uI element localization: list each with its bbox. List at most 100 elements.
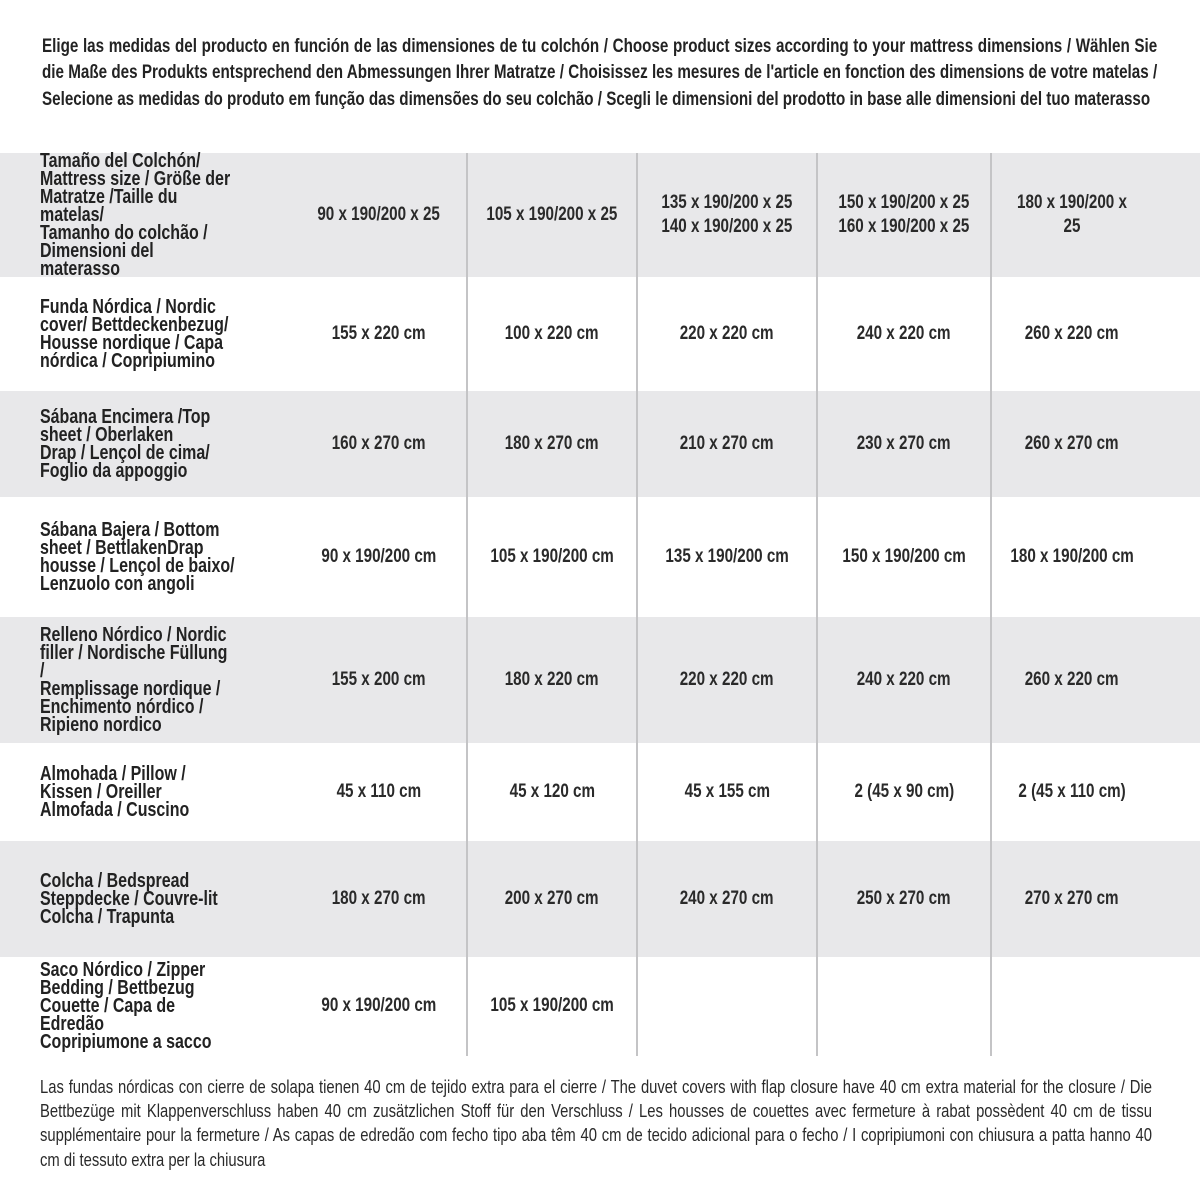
table-row-nordic-filler: Relleno Nórdico / Nordic filler / Nordis… [0,617,1200,743]
size-value: 180 x 270 cm [331,888,426,909]
size-cell: 180 x 190/200 x 25 [991,153,1153,277]
size-value: 150 x 190/200 x 25 160 x 190/200 x 25 [838,192,970,237]
size-cell: 180 x 270 cm [290,841,467,957]
size-cell: 45 x 155 cm [637,743,817,841]
size-value: 45 x 120 cm [509,781,595,802]
column-divider [990,153,992,1056]
size-value: 155 x 200 cm [331,669,426,690]
table-row-bottom-sheet: Sábana Bajera / Bottom sheet / Bettlaken… [0,497,1200,617]
size-cell: 105 x 190/200 cm [467,957,637,1055]
size-value: 135 x 190/200 x 25 140 x 190/200 x 25 [661,192,793,237]
row-label-cell: Almohada / Pillow / Kissen / Oreiller Al… [0,743,290,841]
row-label: Almohada / Pillow / Kissen / Oreiller Al… [40,762,190,821]
size-cell: 90 x 190/200 cm [290,497,467,617]
size-value: 90 x 190/200 x 25 [317,204,440,225]
size-cell: 150 x 190/200 cm [817,497,991,617]
size-cell: 270 x 270 cm [991,841,1153,957]
size-cell: 250 x 270 cm [817,841,991,957]
size-cell: 240 x 220 cm [817,617,991,743]
intro-text: Elige las medidas del producto en funció… [42,36,1158,110]
row-label-cell: Tamaño del Colchón/ Mattress size / Größ… [0,149,290,280]
size-value: 2 (45 x 90 cm) [854,781,954,802]
row-label: Saco Nórdico / Zipper Bedding / Bettbezu… [40,958,212,1053]
size-cell [817,957,991,1055]
size-cell: 260 x 220 cm [991,277,1153,391]
row-label-cell: Colcha / Bedspread Steppdecke / Couvre-l… [0,841,290,957]
size-table: Tamaño del Colchón/ Mattress size / Größ… [0,149,1200,1055]
table-row-mattress-size: Tamaño del Colchón/ Mattress size / Größ… [0,149,1200,280]
size-value: 260 x 220 cm [1025,669,1119,690]
size-cell: 2 (45 x 110 cm) [991,743,1153,841]
size-cell: 160 x 270 cm [290,391,467,497]
size-cell: 180 x 190/200 cm [991,497,1153,617]
size-value: 270 x 270 cm [1025,888,1119,909]
size-value: 240 x 220 cm [857,323,951,344]
column-divider [466,153,468,1056]
size-value: 200 x 270 cm [505,888,599,909]
size-cell: 240 x 220 cm [817,277,991,391]
size-value: 100 x 220 cm [505,323,599,344]
size-value: 180 x 190/200 cm [1010,546,1134,567]
row-label: Colcha / Bedspread Steppdecke / Couvre-l… [40,869,218,928]
size-value: 240 x 270 cm [680,888,774,909]
size-cell: 210 x 270 cm [637,391,817,497]
size-cell: 45 x 110 cm [290,743,467,841]
size-cell: 90 x 190/200 x 25 [290,153,467,277]
size-value: 2 (45 x 110 cm) [1018,781,1126,802]
size-cell: 180 x 270 cm [467,391,637,497]
size-cell: 200 x 270 cm [467,841,637,957]
size-value: 180 x 190/200 x 25 [1017,192,1127,237]
size-value: 230 x 270 cm [857,433,951,454]
row-label: Sábana Bajera / Bottom sheet / Bettlaken… [40,518,235,595]
size-cell: 90 x 190/200 cm [290,957,467,1055]
size-cell: 180 x 220 cm [467,617,637,743]
size-cell: 2 (45 x 90 cm) [817,743,991,841]
size-value: 220 x 220 cm [680,669,774,690]
size-value: 210 x 270 cm [680,433,774,454]
size-value: 45 x 155 cm [684,781,770,802]
size-value: 90 x 190/200 cm [321,995,436,1016]
size-value: 240 x 220 cm [857,669,951,690]
size-value: 45 x 110 cm [336,781,421,802]
size-value: 160 x 270 cm [331,433,426,454]
size-cell: 240 x 270 cm [637,841,817,957]
row-label-cell: Saco Nórdico / Zipper Bedding / Bettbezu… [0,957,290,1055]
size-cell: 260 x 270 cm [991,391,1153,497]
table-row-nordic-cover: Funda Nórdica / Nordic cover/ Bettdecken… [0,277,1200,391]
size-value: 105 x 190/200 x 25 [486,204,618,225]
size-value: 155 x 220 cm [331,323,426,344]
size-cell: 100 x 220 cm [467,277,637,391]
size-cell: 105 x 190/200 cm [467,497,637,617]
size-cell: 230 x 270 cm [817,391,991,497]
size-cell: 45 x 120 cm [467,743,637,841]
row-label: Tamaño del Colchón/ Mattress size / Größ… [40,149,231,280]
size-cell: 260 x 220 cm [991,617,1153,743]
size-cell: 150 x 190/200 x 25 160 x 190/200 x 25 [817,153,991,277]
size-value: 105 x 190/200 cm [490,546,614,567]
size-value: 180 x 220 cm [505,669,599,690]
size-value: 220 x 220 cm [680,323,774,344]
size-value: 135 x 190/200 cm [665,546,789,567]
size-value: 250 x 270 cm [857,888,951,909]
size-cell: 135 x 190/200 x 25 140 x 190/200 x 25 [637,153,817,277]
row-label-cell: Funda Nórdica / Nordic cover/ Bettdecken… [0,277,290,391]
size-value: 260 x 220 cm [1025,323,1119,344]
footer-note: Las fundas nórdicas con cierre de solapa… [40,1076,1152,1170]
row-label-cell: Relleno Nórdico / Nordic filler / Nordis… [0,617,290,743]
size-value: 105 x 190/200 cm [490,995,614,1016]
size-cell: 220 x 220 cm [637,277,817,391]
row-label: Funda Nórdica / Nordic cover/ Bettdecken… [40,295,229,372]
column-divider [636,153,638,1056]
column-divider [816,153,818,1056]
size-value: 150 x 190/200 cm [842,546,966,567]
table-row-bedspread: Colcha / Bedspread Steppdecke / Couvre-l… [0,841,1200,957]
row-label: Sábana Encimera /Top sheet / Oberlaken D… [40,405,211,482]
size-value: 260 x 270 cm [1025,433,1119,454]
table-row-top-sheet: Sábana Encimera /Top sheet / Oberlaken D… [0,391,1200,497]
size-cell [991,957,1153,1055]
table-row-pillow: Almohada / Pillow / Kissen / Oreiller Al… [0,743,1200,841]
size-cell: 105 x 190/200 x 25 [467,153,637,277]
row-label: Relleno Nórdico / Nordic filler / Nordis… [40,623,228,736]
size-cell: 135 x 190/200 cm [637,497,817,617]
row-label-cell: Sábana Encimera /Top sheet / Oberlaken D… [0,391,290,497]
